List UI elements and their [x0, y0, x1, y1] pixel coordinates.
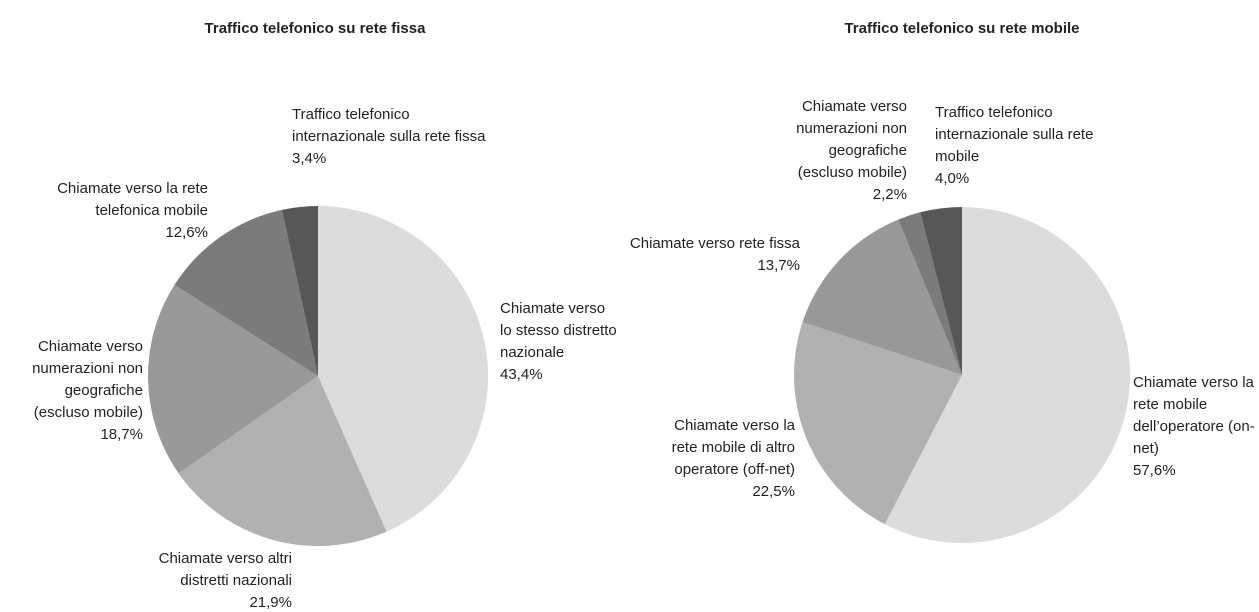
pie-slice [898, 212, 962, 375]
value-label: 43,4% [500, 366, 543, 383]
category-label: Chiamate verso la rete telefonica mobile [57, 180, 208, 219]
category-label: Chiamate verso numerazioni non geografic… [796, 98, 907, 181]
pie-slice [174, 209, 318, 376]
value-label: 18,7% [100, 426, 143, 443]
pie-slice [793, 322, 962, 525]
category-label: Chiamate verso la rete mobile di altro o… [671, 417, 795, 478]
pie-slice [148, 284, 318, 474]
slice-label: Chiamate verso lo stesso distretto nazio… [500, 298, 618, 386]
slice-label: Chiamate verso la rete mobile dell’opera… [1133, 372, 1257, 482]
category-label: Chiamate verso altri distretti nazionali [158, 550, 292, 589]
category-label: Traffico telefonico internazionale sulla… [292, 106, 486, 145]
slice-label: Chiamate verso rete fissa 13,7% [620, 233, 800, 277]
value-label: 2,2% [872, 186, 907, 203]
value-label: 13,7% [757, 257, 800, 274]
category-label: Chiamate verso la rete mobile dell’opera… [1133, 374, 1255, 457]
category-label: Traffico telefonico internazionale sulla… [935, 104, 1094, 165]
pie-slice [920, 207, 962, 375]
value-label: 22,5% [752, 483, 795, 500]
category-label: Chiamate verso lo stesso distretto nazio… [500, 300, 617, 361]
slice-label: Chiamate verso numerazioni non geografic… [10, 336, 143, 446]
chart-title: Traffico telefonico su rete mobile [844, 20, 1080, 37]
category-label: Chiamate verso numerazioni non geografic… [32, 338, 143, 421]
pie-slice [884, 207, 1130, 543]
value-label: 12,6% [165, 224, 208, 241]
slice-label: Chiamate verso la rete telefonica mobile… [28, 178, 208, 244]
pie-slice [281, 206, 318, 376]
slice-label: Chiamate verso altri distretti nazionali… [130, 548, 292, 612]
chart-title: Traffico telefonico su rete fissa [204, 20, 426, 37]
slice-label: Traffico telefonico internazionale sulla… [292, 104, 492, 170]
category-label: Chiamate verso rete fissa [629, 235, 800, 252]
value-label: 57,6% [1133, 462, 1176, 479]
slice-label: Chiamate verso la rete mobile di altro o… [660, 415, 795, 503]
value-label: 21,9% [249, 594, 292, 611]
pie-slice [178, 376, 387, 547]
value-label: 4,0% [935, 170, 970, 187]
pie-slice [318, 206, 489, 532]
pie-slice [802, 219, 962, 375]
slice-label: Chiamate verso numerazioni non geografic… [772, 96, 907, 206]
slice-label: Traffico telefonico internazionale sulla… [935, 102, 1095, 190]
value-label: 3,4% [292, 150, 327, 167]
